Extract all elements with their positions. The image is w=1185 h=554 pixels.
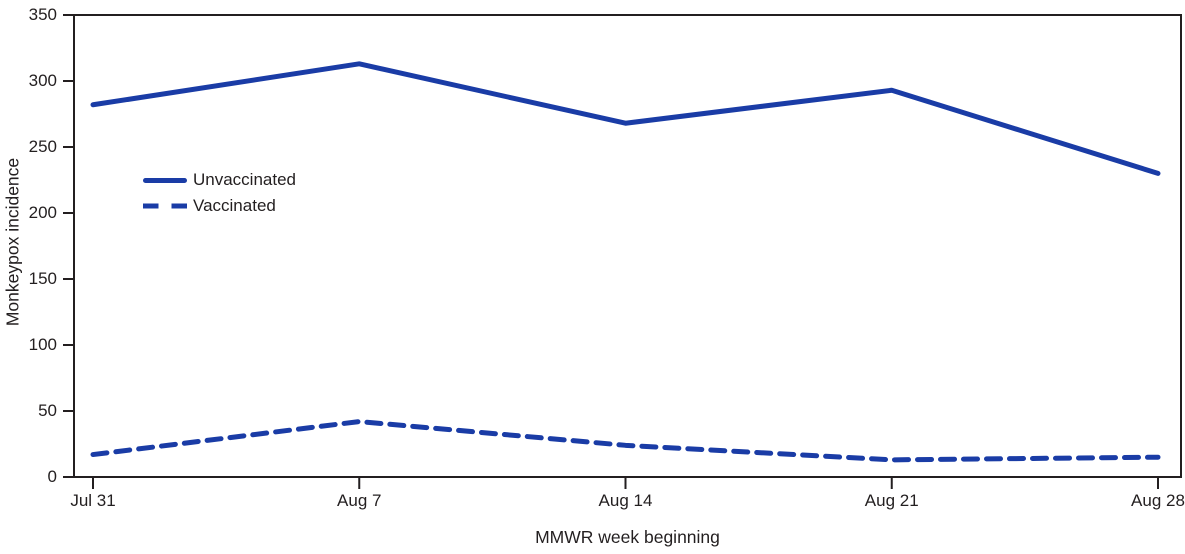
y-tick-label: 350 xyxy=(28,5,57,24)
y-tick-label: 0 xyxy=(47,467,57,486)
y-tick-label: 300 xyxy=(28,71,57,90)
legend-item-unvaccinated: Unvaccinated xyxy=(143,170,296,190)
legend-label: Vaccinated xyxy=(193,196,276,215)
y-tick-label: 200 xyxy=(28,203,57,222)
legend: Unvaccinated Vaccinated xyxy=(143,170,296,222)
x-tick-label: Jul 31 xyxy=(70,491,116,510)
x-tick-label: Aug 14 xyxy=(598,491,653,510)
x-axis-title: MMWR week beginning xyxy=(535,527,720,547)
y-tick-label: 100 xyxy=(28,335,57,354)
dashed-line-swatch-icon xyxy=(143,203,187,209)
y-axis-title: Monkeypox incidence xyxy=(2,157,23,327)
y-tick-label: 50 xyxy=(38,401,57,420)
solid-line-swatch-icon xyxy=(143,177,187,183)
y-tick-label: 150 xyxy=(28,269,57,288)
legend-item-vaccinated: Vaccinated xyxy=(143,196,296,216)
x-tick-label: Aug 21 xyxy=(864,491,919,510)
y-tick-label: 250 xyxy=(28,137,57,156)
x-tick-label: Aug 7 xyxy=(337,491,382,510)
x-tick-label: Aug 28 xyxy=(1131,491,1185,510)
legend-label: Unvaccinated xyxy=(193,170,297,189)
